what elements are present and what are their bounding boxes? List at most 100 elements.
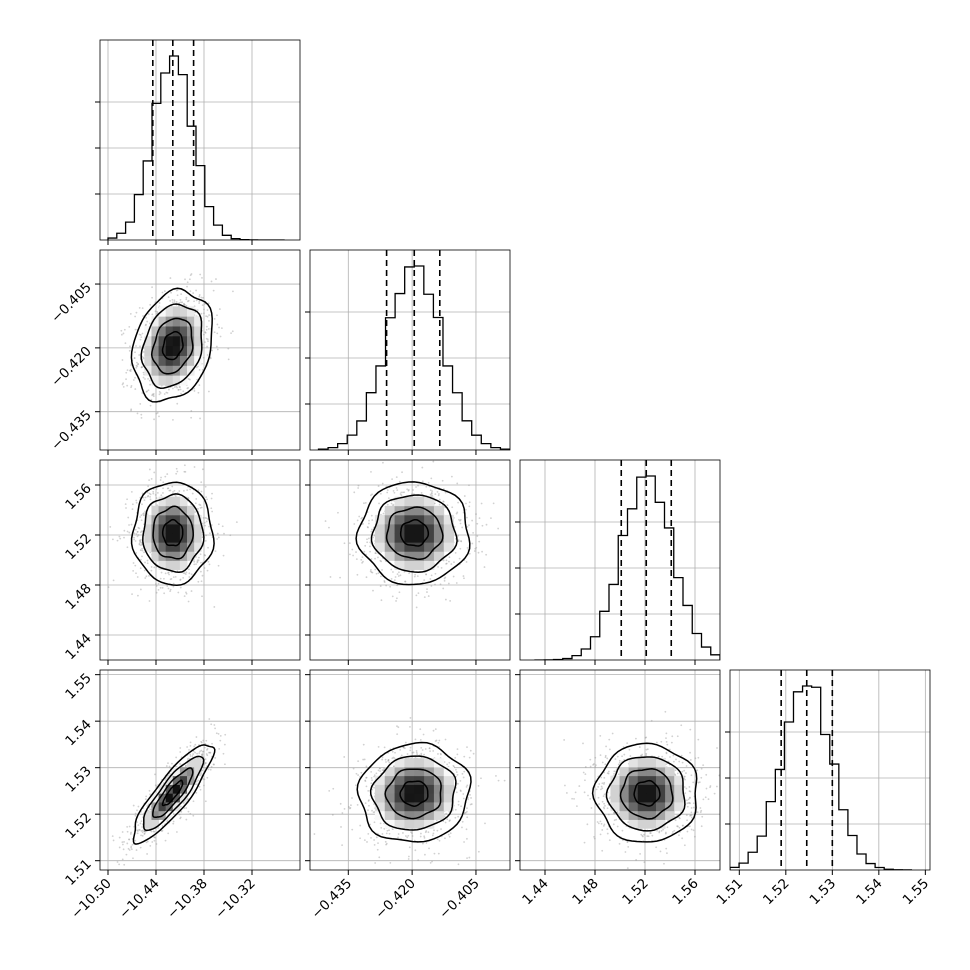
density-cell bbox=[374, 775, 386, 785]
scatter-point bbox=[173, 299, 176, 302]
scatter-point bbox=[176, 386, 178, 389]
scatter-point bbox=[192, 292, 195, 294]
scatter-point bbox=[444, 491, 447, 494]
density-cell bbox=[179, 775, 188, 785]
scatter-point bbox=[352, 554, 354, 557]
scatter-point bbox=[373, 839, 376, 841]
scatter-point bbox=[387, 759, 390, 761]
scatter-point bbox=[162, 492, 164, 494]
scatter-point bbox=[408, 846, 411, 849]
scatter-point bbox=[132, 569, 135, 572]
scatter-point bbox=[429, 862, 432, 864]
scatter-point bbox=[149, 498, 152, 501]
scatter-point bbox=[198, 384, 201, 387]
scatter-point bbox=[438, 503, 441, 506]
scatter-point bbox=[124, 503, 127, 506]
scatter-point bbox=[196, 561, 199, 564]
scatter-point bbox=[402, 746, 405, 749]
scatter-point bbox=[202, 296, 204, 299]
scatter-point bbox=[361, 561, 363, 564]
scatter-point bbox=[461, 820, 464, 823]
density-cell bbox=[172, 784, 181, 794]
density-cell bbox=[165, 775, 174, 785]
scatter-point bbox=[118, 535, 121, 538]
scatter-point bbox=[206, 747, 209, 750]
scatter-point bbox=[121, 831, 124, 833]
scatter-point bbox=[369, 541, 372, 544]
scatter-point bbox=[138, 542, 141, 545]
scatter-point bbox=[183, 470, 186, 473]
scatter-point bbox=[230, 332, 232, 335]
scatter-point bbox=[639, 754, 642, 757]
scatter-point bbox=[144, 830, 147, 833]
scatter-point bbox=[459, 547, 462, 550]
scatter-point bbox=[398, 480, 401, 483]
scatter-point bbox=[135, 849, 138, 851]
scatter-point bbox=[121, 359, 124, 361]
scatter-point bbox=[136, 361, 138, 364]
scatter-point bbox=[144, 830, 147, 833]
scatter-point bbox=[436, 829, 439, 832]
scatter-point bbox=[385, 842, 388, 845]
scatter-point bbox=[200, 312, 203, 315]
scatter-point bbox=[146, 390, 149, 393]
scatter-point bbox=[189, 755, 192, 757]
density-cell bbox=[158, 793, 167, 803]
scatter-point bbox=[125, 507, 127, 509]
scatter-point bbox=[183, 464, 186, 467]
scatter-point bbox=[160, 476, 162, 479]
density-cell bbox=[443, 533, 454, 543]
scatter-point bbox=[471, 519, 474, 522]
scatter-point bbox=[391, 757, 394, 760]
scatter-point bbox=[183, 572, 186, 575]
scatter-point bbox=[200, 741, 203, 744]
scatter-point bbox=[412, 751, 415, 754]
scatter-point bbox=[434, 493, 437, 496]
scatter-point bbox=[351, 797, 353, 799]
scatter-point bbox=[468, 524, 470, 527]
scatter-point bbox=[172, 418, 174, 421]
scatter-point bbox=[341, 812, 344, 814]
scatter-point bbox=[409, 725, 411, 728]
scatter-point bbox=[200, 561, 202, 564]
scatter-point bbox=[400, 494, 403, 497]
density-cell bbox=[404, 758, 415, 768]
scatter-point bbox=[150, 830, 153, 833]
scatter-point bbox=[205, 517, 208, 520]
scatter-point bbox=[456, 773, 459, 776]
scatter-point bbox=[172, 576, 175, 579]
scatter-point bbox=[457, 539, 460, 541]
scatter-point bbox=[205, 762, 207, 764]
scatter-point bbox=[178, 301, 181, 304]
scatter-point bbox=[672, 760, 675, 763]
density-cell bbox=[172, 316, 181, 327]
scatter-point bbox=[364, 802, 367, 805]
scatter-point bbox=[151, 296, 153, 299]
density-cell bbox=[424, 542, 435, 552]
scatter-point bbox=[356, 803, 359, 806]
scatter-point bbox=[386, 489, 389, 492]
scatter-point bbox=[429, 578, 432, 580]
density-cell bbox=[172, 775, 181, 785]
scatter-point bbox=[195, 556, 197, 558]
scatter-point bbox=[465, 786, 468, 788]
scatter-point bbox=[426, 591, 428, 593]
scatter-point bbox=[480, 502, 483, 505]
scatter-point bbox=[214, 727, 216, 730]
scatter-point bbox=[212, 289, 215, 292]
scatter-point bbox=[447, 582, 450, 585]
scatter-point bbox=[137, 363, 139, 366]
panel-frame bbox=[309, 669, 511, 871]
scatter-point bbox=[438, 498, 441, 501]
scatter-point bbox=[140, 541, 143, 544]
scatter-point bbox=[215, 732, 218, 735]
x-tick-label: −10.32 bbox=[212, 876, 259, 923]
panel-1-0: −0.435−0.420−0.405 bbox=[48, 249, 301, 455]
density-cell bbox=[144, 819, 152, 829]
scatter-point bbox=[205, 315, 207, 318]
scatter-point bbox=[395, 476, 398, 479]
scatter-point bbox=[133, 536, 135, 539]
scatter-point bbox=[175, 289, 178, 292]
scatter-point bbox=[213, 763, 215, 766]
scatter-point bbox=[134, 528, 137, 531]
